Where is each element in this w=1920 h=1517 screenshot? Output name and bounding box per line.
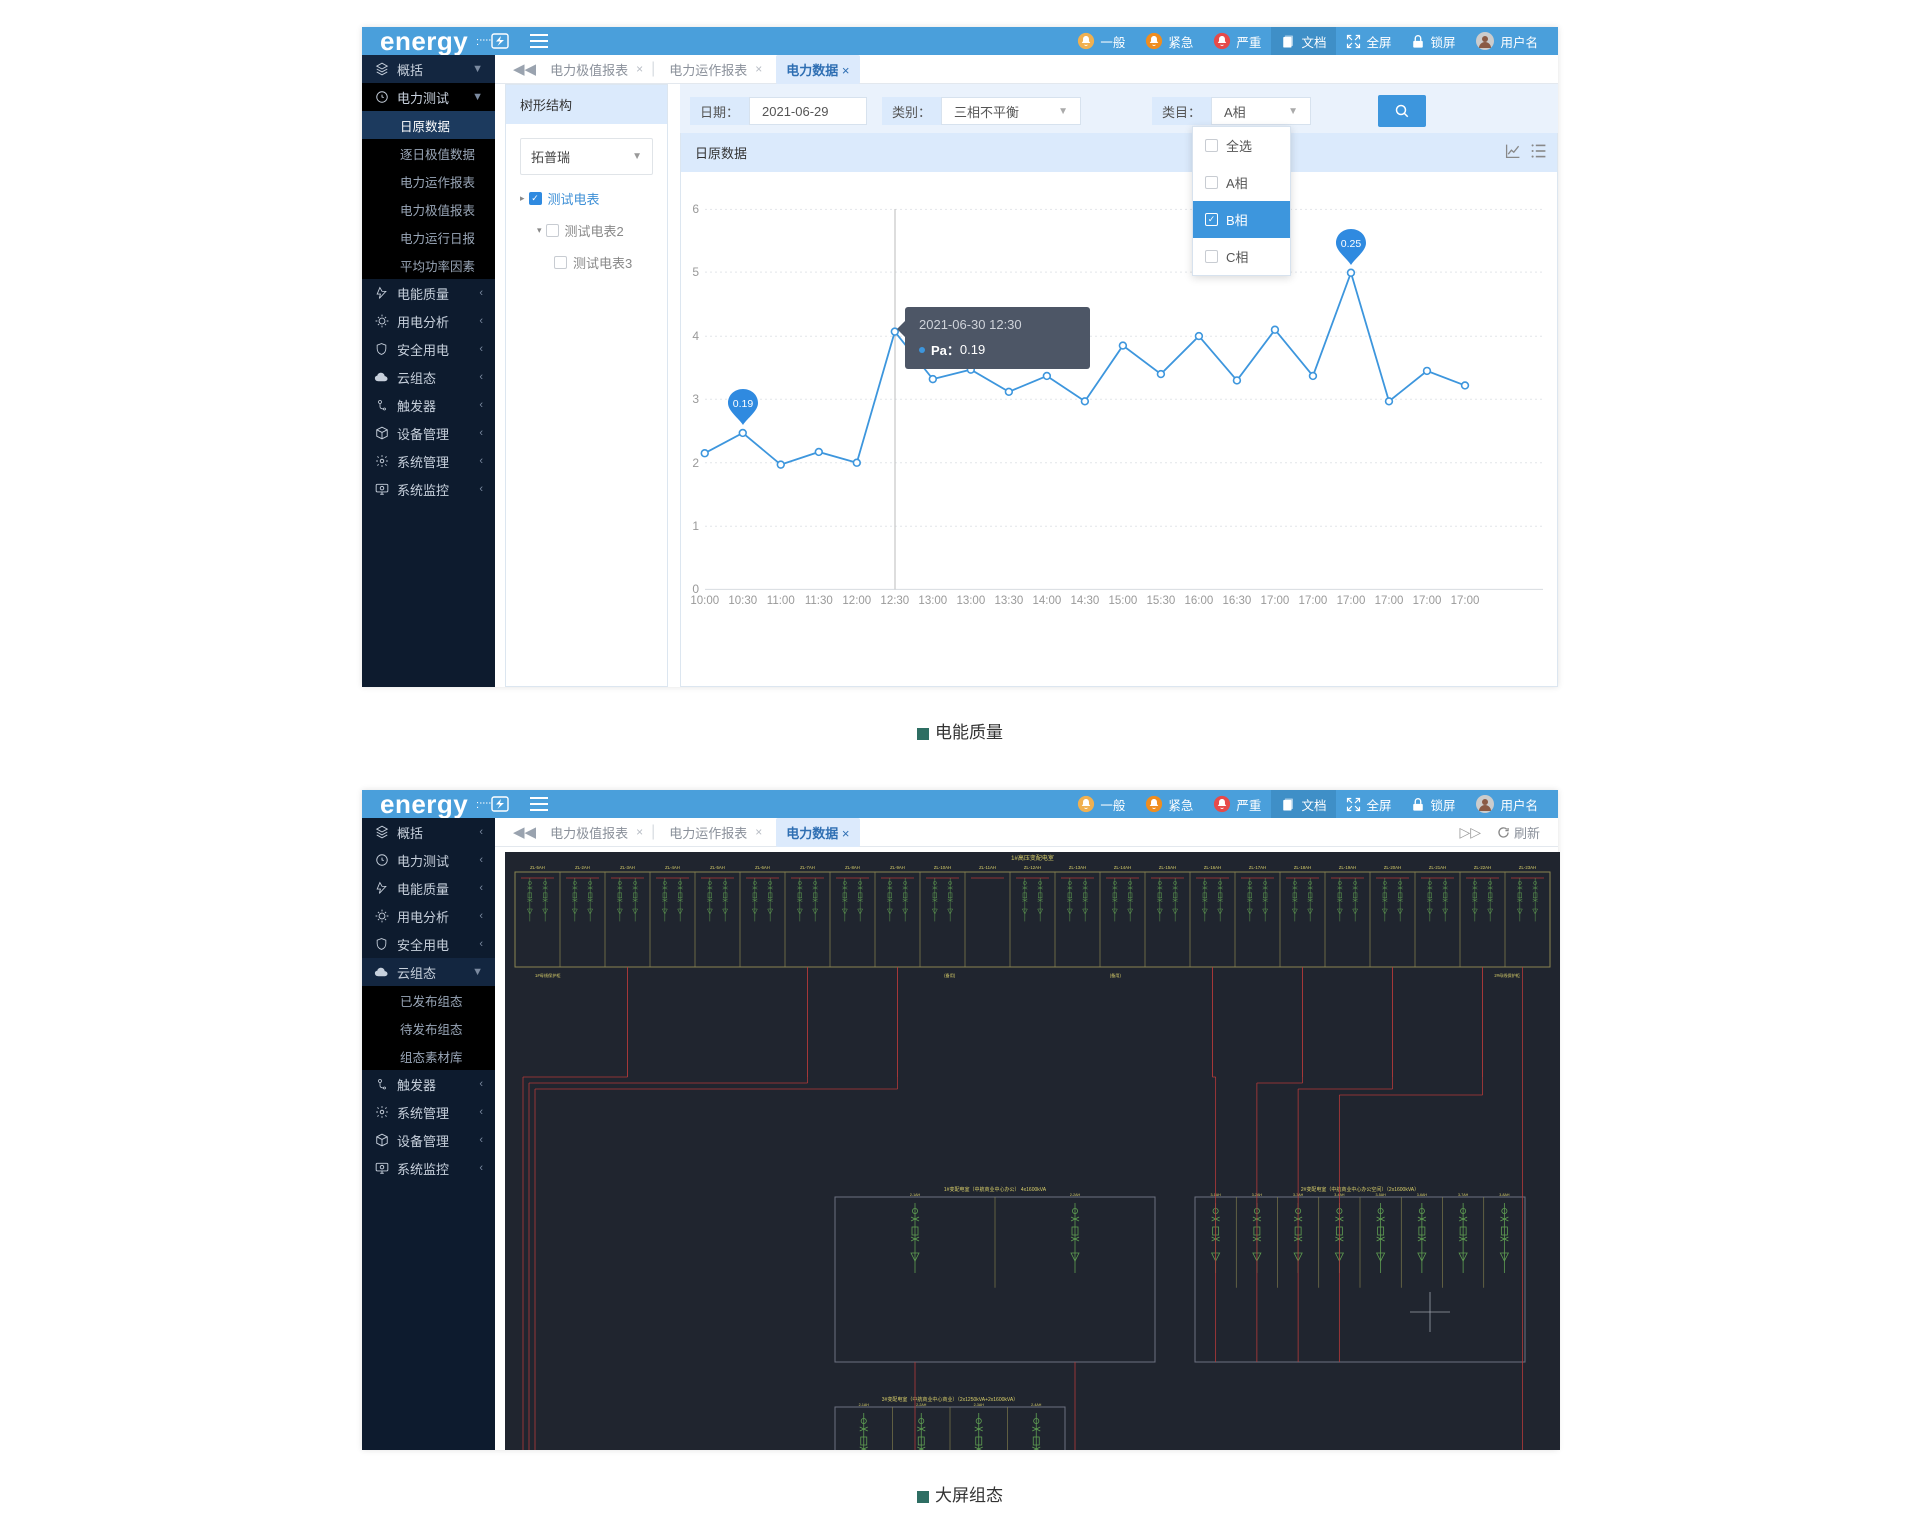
svg-text:ZL-14AH: ZL-14AH xyxy=(1114,865,1131,870)
svg-text:ZL-10AH: ZL-10AH xyxy=(934,865,951,870)
svg-text:11:30: 11:30 xyxy=(805,595,833,607)
svg-text::: : xyxy=(476,36,479,48)
svg-text:1: 1 xyxy=(692,519,699,533)
svg-text:16:00: 16:00 xyxy=(1185,595,1214,607)
svg-text:14:00: 14:00 xyxy=(1032,595,1061,607)
svg-text:0: 0 xyxy=(692,582,699,596)
svg-text:10:00: 10:00 xyxy=(690,595,719,607)
svg-text:ZL-21AH: ZL-21AH xyxy=(1429,865,1446,870)
svg-text:10:30: 10:30 xyxy=(728,595,757,607)
svg-text:ZL-15AH: ZL-15AH xyxy=(1159,865,1176,870)
svg-text:(备用): (备用) xyxy=(1110,972,1122,979)
svg-text:15:30: 15:30 xyxy=(1147,595,1176,607)
svg-text:ZL-23AH: ZL-23AH xyxy=(1519,865,1536,870)
svg-text::: : xyxy=(476,799,479,811)
svg-text:14:30: 14:30 xyxy=(1070,595,1099,607)
svg-text:2-2AH: 2-2AH xyxy=(1070,1193,1081,1197)
svg-text:11:00: 11:00 xyxy=(767,595,795,607)
svg-text:3: 3 xyxy=(692,392,699,406)
svg-text:ZL-9AH: ZL-9AH xyxy=(890,865,905,870)
svg-text:1#变配电室（中航商业中心办公） 4x1600kVA: 1#变配电室（中航商业中心办公） 4x1600kVA xyxy=(944,1186,1047,1193)
svg-text:ZL-13AH: ZL-13AH xyxy=(1069,865,1086,870)
svg-text:2-4AH: 2-4AH xyxy=(1031,1403,1042,1407)
svg-text:2: 2 xyxy=(692,456,699,470)
svg-text:6: 6 xyxy=(692,202,699,216)
svg-text:ZL-16AH: ZL-16AH xyxy=(1204,865,1221,870)
svg-text:1#高压变配电室: 1#高压变配电室 xyxy=(1011,854,1054,862)
svg-text:ZL-11AH: ZL-11AH xyxy=(979,865,996,870)
svg-text:ZL-20AH: ZL-20AH xyxy=(1384,865,1401,870)
svg-text:3#变配电室（中航商业中心商业）（2x1250kVA+2x1: 3#变配电室（中航商业中心商业）（2x1250kVA+2x1600kVA） xyxy=(882,1396,1018,1403)
svg-text:2-1AH: 2-1AH xyxy=(859,1403,870,1407)
svg-text:4: 4 xyxy=(692,329,699,343)
svg-text:0.25: 0.25 xyxy=(1341,238,1362,250)
svg-text:3-5AH: 3-5AH xyxy=(1376,1193,1387,1197)
svg-text:ZL-3AH: ZL-3AH xyxy=(620,865,635,870)
svg-text:16:30: 16:30 xyxy=(1223,595,1252,607)
svg-text:17:00: 17:00 xyxy=(1413,595,1442,607)
svg-text:2-1AH: 2-1AH xyxy=(910,1193,921,1197)
svg-text:17:00: 17:00 xyxy=(1375,595,1404,607)
svg-text:5: 5 xyxy=(692,265,699,279)
svg-text:ZL-8AH: ZL-8AH xyxy=(845,865,860,870)
svg-text:1#母线保护柜: 1#母线保护柜 xyxy=(535,972,561,979)
svg-text:3-7AH: 3-7AH xyxy=(1458,1193,1469,1197)
svg-text:2-3AH: 2-3AH xyxy=(974,1403,985,1407)
svg-text:ZL-18AH: ZL-18AH xyxy=(1294,865,1311,870)
svg-text:2-2AH: 2-2AH xyxy=(916,1403,927,1407)
svg-text:ZL-5AH: ZL-5AH xyxy=(530,865,545,870)
svg-text:17:00: 17:00 xyxy=(1299,595,1328,607)
svg-text:ZL-2AH: ZL-2AH xyxy=(575,865,590,870)
svg-text:17:00: 17:00 xyxy=(1261,595,1290,607)
svg-text:ZL-12AH: ZL-12AH xyxy=(1024,865,1041,870)
svg-text:ZL-4AH: ZL-4AH xyxy=(665,865,680,870)
svg-text:2#变配电室（中航商业中心办公空间）（2x1600kVA）: 2#变配电室（中航商业中心办公空间）（2x1600kVA） xyxy=(1301,1186,1419,1193)
svg-text:3-8AH: 3-8AH xyxy=(1499,1193,1510,1197)
svg-text:ZL-19AH: ZL-19AH xyxy=(1339,865,1356,870)
svg-text:13:00: 13:00 xyxy=(956,595,985,607)
svg-text:ZL-22AH: ZL-22AH xyxy=(1474,865,1491,870)
svg-text:ZL-17AH: ZL-17AH xyxy=(1249,865,1266,870)
svg-text:(备用): (备用) xyxy=(944,972,956,979)
svg-text:12:30: 12:30 xyxy=(880,595,909,607)
svg-text:13:00: 13:00 xyxy=(918,595,947,607)
svg-text:17:00: 17:00 xyxy=(1337,595,1366,607)
svg-text:13:30: 13:30 xyxy=(994,595,1023,607)
svg-text:ZL-5AH: ZL-5AH xyxy=(710,865,725,870)
svg-text:2#母线保护柜: 2#母线保护柜 xyxy=(1494,972,1520,979)
svg-text:ZL-6AH: ZL-6AH xyxy=(755,865,770,870)
svg-text:0.19: 0.19 xyxy=(733,398,754,410)
svg-text:15:00: 15:00 xyxy=(1108,595,1137,607)
svg-text:12:00: 12:00 xyxy=(842,595,871,607)
svg-text:ZL-7AH: ZL-7AH xyxy=(800,865,815,870)
svg-text:17:00: 17:00 xyxy=(1451,595,1480,607)
svg-text:3-6AH: 3-6AH xyxy=(1417,1193,1428,1197)
